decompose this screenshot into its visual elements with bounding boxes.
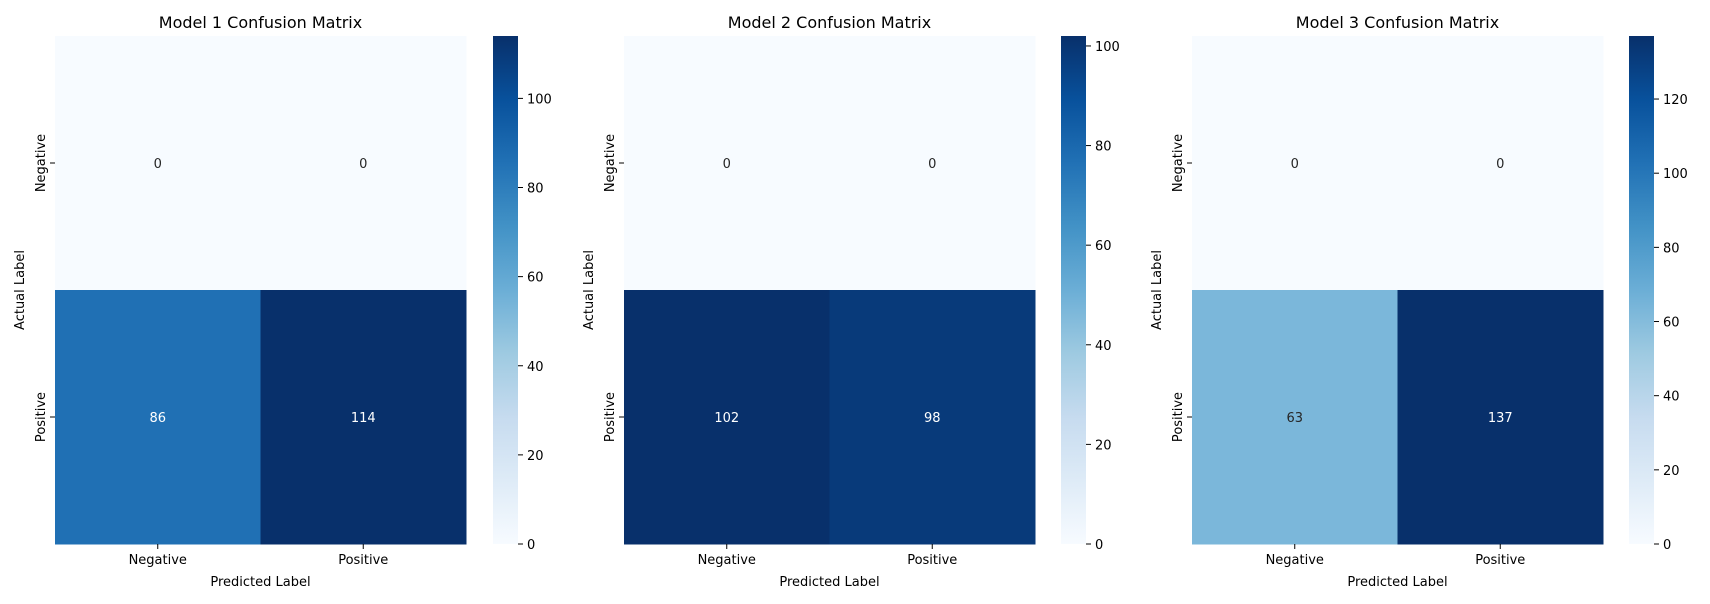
colorbar xyxy=(1061,36,1086,544)
heatmap-cell xyxy=(260,36,467,291)
x-tick-label: Negative xyxy=(1266,553,1324,568)
colorbar-tick-label: 40 xyxy=(527,360,544,375)
x-tick-label: Negative xyxy=(698,553,756,568)
cell-value-label: 86 xyxy=(149,411,166,426)
y-tick-label: Negative xyxy=(603,134,618,192)
y-axis-label: Actual Label xyxy=(1150,250,1165,330)
cell-value-label: 137 xyxy=(1488,411,1513,426)
confusion-matrix-panel-1: 0 0 86 114 Model 1 Confusion Matrix Negative P… xyxy=(13,13,552,590)
chart-title: Model 3 Confusion Matrix xyxy=(1296,13,1499,32)
chart-title: Model 1 Confusion Matrix xyxy=(159,13,362,32)
x-tick-label: Positive xyxy=(907,553,957,568)
cell-value-label: 0 xyxy=(928,157,936,172)
y-tick-label: Positive xyxy=(1171,392,1186,442)
x-tick-label: Negative xyxy=(129,553,187,568)
colorbar-tick-label: 40 xyxy=(1663,390,1680,405)
heatmap-cell xyxy=(1192,36,1398,291)
cell-value-label: 0 xyxy=(1496,157,1504,172)
cell-value-label: 98 xyxy=(924,411,941,426)
colorbar-tick-label: 60 xyxy=(527,271,544,286)
x-axis-label: Predicted Label xyxy=(210,575,310,590)
colorbar-tick-label: 100 xyxy=(527,92,552,107)
colorbar xyxy=(1629,36,1654,544)
heatmap-cell xyxy=(829,36,1036,291)
y-axis-label: Actual Label xyxy=(582,250,597,330)
confusion-matrix-panel-3: 0 0 63 137 Model 3 Confusion Matrix Negative P… xyxy=(1150,13,1688,590)
heatmap-cell xyxy=(1397,36,1604,291)
heatmap-cell xyxy=(1192,290,1398,545)
y-tick-label: Positive xyxy=(34,392,49,442)
colorbar-tick-label: 80 xyxy=(527,182,544,197)
heatmap-cell xyxy=(1397,290,1604,545)
cell-value-label: 0 xyxy=(154,157,162,172)
cell-value-label: 0 xyxy=(723,157,731,172)
colorbar-tick-label: 20 xyxy=(527,449,544,464)
x-tick-label: Positive xyxy=(1475,553,1525,568)
x-tick-label: Positive xyxy=(338,553,388,568)
cell-value-label: 0 xyxy=(1291,157,1299,172)
colorbar-tick-label: 20 xyxy=(1095,438,1112,453)
x-axis-label: Predicted Label xyxy=(1347,575,1447,590)
heatmap-cell xyxy=(55,290,261,545)
heatmap-cell xyxy=(829,290,1036,545)
colorbar-tick-label: 100 xyxy=(1095,40,1120,55)
colorbar-tick-label: 60 xyxy=(1095,239,1112,254)
colorbar xyxy=(493,36,518,544)
y-axis-label: Actual Label xyxy=(13,250,28,330)
colorbar-tick-label: 20 xyxy=(1663,464,1680,479)
y-tick-label: Negative xyxy=(1171,134,1186,192)
heatmap-cell xyxy=(624,290,830,545)
colorbar-tick-label: 80 xyxy=(1663,241,1680,256)
cell-value-label: 114 xyxy=(351,411,376,426)
colorbar-tick-label: 0 xyxy=(1663,538,1671,553)
heatmap-cell xyxy=(260,290,467,545)
colorbar-tick-label: 0 xyxy=(1095,538,1103,553)
cell-value-label: 102 xyxy=(714,411,739,426)
colorbar-tick-label: 120 xyxy=(1663,93,1688,108)
cell-value-label: 0 xyxy=(359,157,367,172)
y-tick-label: Negative xyxy=(34,134,49,192)
heatmap-cell xyxy=(55,36,261,291)
x-axis-label: Predicted Label xyxy=(779,575,879,590)
colorbar-tick-label: 80 xyxy=(1095,140,1112,155)
colorbar-tick-label: 100 xyxy=(1663,167,1688,182)
confusion-matrix-panel-2: 0 0 102 98 Model 2 Confusion Matrix Negative P… xyxy=(582,13,1120,590)
cell-value-label: 63 xyxy=(1286,411,1303,426)
y-tick-label: Positive xyxy=(603,392,618,442)
colorbar-tick-label: 0 xyxy=(527,538,535,553)
chart-title: Model 2 Confusion Matrix xyxy=(728,13,931,32)
colorbar-tick-label: 60 xyxy=(1663,316,1680,331)
heatmap-cell xyxy=(624,36,830,291)
colorbar-tick-label: 40 xyxy=(1095,339,1112,354)
